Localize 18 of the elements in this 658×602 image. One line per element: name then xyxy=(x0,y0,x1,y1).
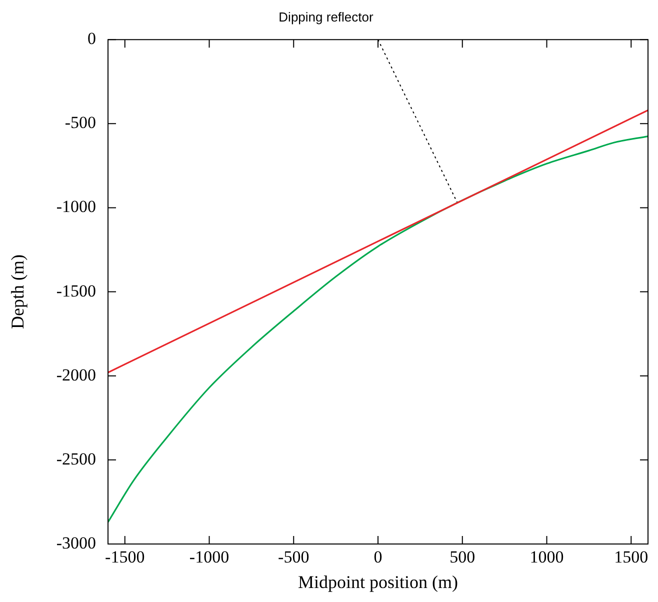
x-tick-label: -500 xyxy=(278,548,310,567)
y-tick-label: -2000 xyxy=(56,365,96,384)
y-tick-label: -500 xyxy=(64,113,96,132)
x-tick-label: 1000 xyxy=(530,548,564,567)
x-tick-label: 500 xyxy=(450,548,476,567)
x-tick-label: 0 xyxy=(374,548,382,567)
y-tick-label: -3000 xyxy=(56,533,96,552)
chart-title: Dipping reflector xyxy=(278,9,374,24)
y-axis-title: Depth (m) xyxy=(8,254,28,330)
x-tick-label: -1500 xyxy=(105,548,145,567)
y-tick-label: -1000 xyxy=(56,197,96,216)
x-tick-label: -1000 xyxy=(189,548,230,567)
line-series xyxy=(108,135,648,523)
x-axis-title: Midpoint position (m) xyxy=(298,572,458,592)
y-tick-label: -1500 xyxy=(56,281,96,300)
y-tick-label: 0 xyxy=(88,29,96,48)
y-tick-label: -2500 xyxy=(56,449,96,468)
x-tick-label: 1500 xyxy=(614,548,648,567)
